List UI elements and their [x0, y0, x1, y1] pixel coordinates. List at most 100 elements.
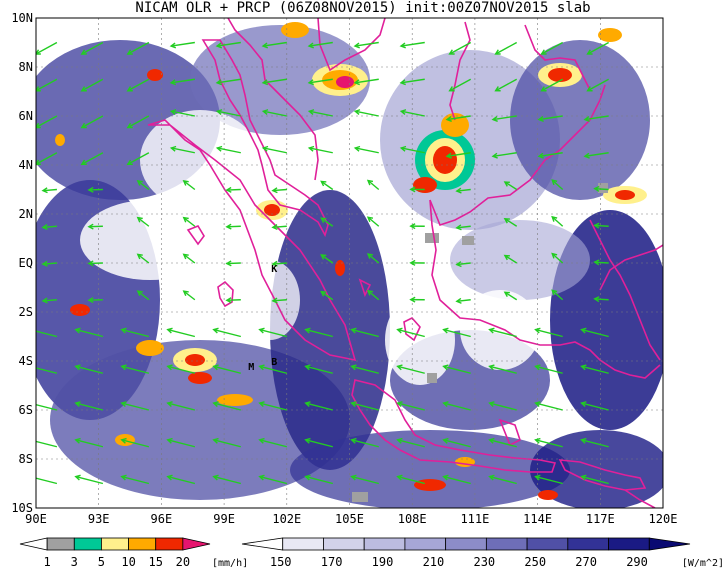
wind-arrow	[503, 181, 518, 191]
wind-arrow	[182, 216, 196, 227]
wind-arrow	[534, 401, 563, 411]
precip-unit: [mm/h]	[212, 558, 248, 569]
wind-arrow	[307, 145, 333, 154]
wind-arrow	[36, 440, 58, 448]
precip-swatch	[73, 537, 102, 551]
wind-arrow	[36, 115, 58, 129]
wind-arrow	[120, 474, 150, 485]
wind-arrow	[304, 474, 333, 485]
wind-arrow	[120, 437, 150, 448]
wind-arrow	[445, 115, 471, 122]
lon-label: 114E	[523, 512, 552, 526]
wind-arrow	[537, 152, 563, 159]
wind-arrow	[304, 437, 333, 448]
wind-arrow	[593, 296, 609, 303]
wind-arrow	[80, 41, 104, 55]
lon-label: 108E	[398, 512, 427, 526]
wind-arrow	[120, 327, 150, 338]
wind-arrow	[488, 437, 517, 448]
wind-arrow	[442, 437, 471, 448]
wind-arrow	[540, 78, 564, 92]
wind-arrow	[126, 41, 150, 55]
precip-swatch	[128, 537, 157, 551]
wind-arrow	[74, 364, 104, 374]
wind-arrow	[41, 297, 57, 304]
wind-arrow	[225, 297, 241, 304]
lat-label: 4N	[19, 158, 33, 172]
olr-swatch	[323, 537, 365, 551]
point-labels: K M B	[248, 264, 277, 373]
wind-arrow	[74, 437, 104, 448]
wind-arrow	[166, 401, 196, 411]
map-frame	[35, 17, 664, 509]
olr-tick: 250	[524, 555, 546, 569]
precip-swatch	[101, 537, 129, 551]
wind-arrow	[350, 474, 379, 485]
wind-arrow	[396, 474, 425, 485]
wind-arrow	[225, 223, 241, 230]
wind-arrow	[580, 364, 609, 374]
wind-arrow	[366, 179, 380, 191]
wind-arrow	[491, 115, 517, 122]
wind-arrow	[258, 401, 287, 411]
wind-arrow	[87, 260, 103, 267]
wind-arrow	[36, 41, 58, 55]
wind-arrow	[166, 364, 196, 374]
wind-vectors	[36, 41, 609, 485]
wind-arrow	[488, 327, 517, 338]
wind-arrow	[36, 78, 58, 92]
wind-arrow	[534, 327, 563, 338]
wind-arrow	[80, 78, 104, 92]
wind-arrow	[80, 152, 104, 165]
wind-arrow	[169, 41, 195, 49]
wind-arrow	[126, 152, 150, 165]
precip-cells	[55, 22, 647, 502]
wind-arrow	[353, 145, 379, 154]
wind-arrow	[74, 474, 104, 485]
lat-label: 6N	[19, 109, 33, 123]
wind-arrow	[87, 297, 103, 304]
wind-arrow	[212, 327, 241, 338]
olr-swatch	[526, 537, 569, 551]
lat-label: 2N	[19, 207, 33, 221]
precip-swatch	[46, 537, 75, 551]
wind-arrow	[307, 78, 333, 86]
wind-arrow	[396, 401, 425, 411]
wind-arrow	[442, 401, 471, 411]
place-label: B	[271, 357, 277, 368]
wind-arrow	[215, 145, 241, 154]
wind-arrow	[551, 215, 564, 227]
wind-arrow	[503, 217, 518, 227]
wind-arrow	[261, 109, 287, 117]
precip-tick: 1	[44, 555, 51, 569]
lat-label: 8S	[19, 452, 33, 466]
wind-arrow	[304, 401, 333, 411]
wind-arrow	[503, 254, 518, 264]
wind-arrow	[74, 327, 104, 338]
wind-arrow	[320, 290, 334, 301]
wind-arrow	[366, 289, 380, 301]
wind-arrow	[36, 367, 58, 374]
wind-arrow	[491, 152, 517, 159]
wind-arrow	[166, 327, 196, 338]
wind-arrow	[396, 327, 425, 338]
place-label: K	[271, 264, 277, 275]
wind-arrow	[534, 364, 563, 374]
wind-arrow	[225, 186, 241, 193]
wind-arrow	[215, 41, 241, 49]
wind-arrow	[166, 474, 196, 485]
place-label: M	[248, 362, 254, 373]
wind-arrow	[551, 252, 564, 264]
wind-arrow	[212, 401, 241, 411]
wind-arrow	[261, 145, 287, 154]
olr-tick: 190	[372, 555, 394, 569]
lat-label: 2S	[19, 305, 33, 319]
wind-arrow	[503, 291, 518, 301]
wind-arrow	[494, 78, 518, 92]
wind-arrow	[534, 437, 563, 448]
wind-arrow	[212, 364, 241, 374]
olr-tick: 270	[575, 555, 597, 569]
wind-arrow	[261, 41, 287, 49]
wind-arrow	[169, 145, 195, 154]
wind-arrow	[258, 437, 287, 448]
